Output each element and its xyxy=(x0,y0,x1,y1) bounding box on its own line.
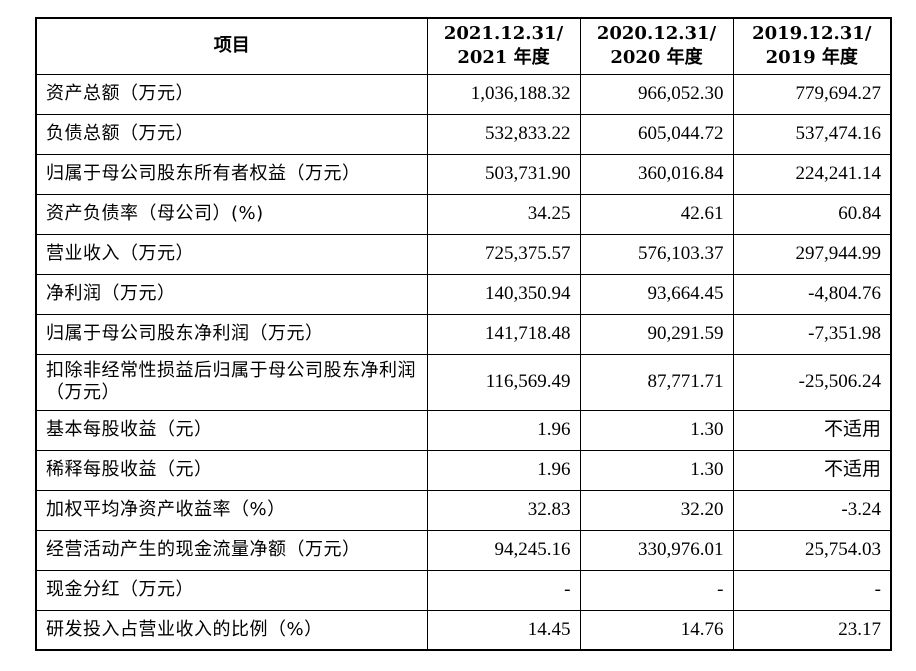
value-2019: -4,804.76 xyxy=(732,273,892,315)
value-2019: - xyxy=(732,569,892,611)
table-row: 加权平均净资产收益率（%） 32.83 32.20 -3.24 xyxy=(35,489,892,531)
value-2019: 537,474.16 xyxy=(732,113,892,155)
header-row: 项目 2021.12.31/ 2021 年度 2020.12.31/ 2020 … xyxy=(35,17,892,75)
header-2020-year: 2020 年度 xyxy=(610,47,703,69)
value-2020: 1.30 xyxy=(579,409,734,451)
row-label: 营业收入（万元） xyxy=(35,233,428,275)
row-label: 扣除非经常性损益后归属于母公司股东净利润（万元） xyxy=(35,353,428,411)
table-body: 资产总额（万元） 1,036,188.32 966,052.30 779,694… xyxy=(35,73,892,651)
value-2020: 42.61 xyxy=(579,193,734,235)
table-row: 资产总额（万元） 1,036,188.32 966,052.30 779,694… xyxy=(35,73,892,115)
value-2019: -3.24 xyxy=(732,489,892,531)
row-label: 归属于母公司股东所有者权益（万元） xyxy=(35,153,428,195)
value-2021: 1.96 xyxy=(426,449,581,491)
row-label: 基本每股收益（元） xyxy=(35,409,428,451)
header-2021-year: 2021 年度 xyxy=(457,47,550,69)
row-label: 资产负债率（母公司）(%) xyxy=(35,193,428,235)
value-2020: 90,291.59 xyxy=(579,313,734,355)
value-2019: 224,241.14 xyxy=(732,153,892,195)
value-2021: 94,245.16 xyxy=(426,529,581,571)
header-2021-date: 2021.12.31/ xyxy=(443,23,564,45)
table-row: 经营活动产生的现金流量净额（万元） 94,245.16 330,976.01 2… xyxy=(35,529,892,571)
value-2019: 25,754.03 xyxy=(732,529,892,571)
financial-summary-table: 项目 2021.12.31/ 2021 年度 2020.12.31/ 2020 … xyxy=(35,17,892,651)
table-row: 资产负债率（母公司）(%) 34.25 42.61 60.84 xyxy=(35,193,892,235)
value-2020: 32.20 xyxy=(579,489,734,531)
header-item-label: 项目 xyxy=(213,35,250,57)
value-2021: 1.96 xyxy=(426,409,581,451)
table-row: 负债总额（万元） 532,833.22 605,044.72 537,474.1… xyxy=(35,113,892,155)
value-2021: 1,036,188.32 xyxy=(426,73,581,115)
table-row: 基本每股收益（元） 1.96 1.30 不适用 xyxy=(35,409,892,451)
value-2019: -7,351.98 xyxy=(732,313,892,355)
table-row: 研发投入占营业收入的比例（%） 14.45 14.76 23.17 xyxy=(35,609,892,651)
row-label: 资产总额（万元） xyxy=(35,73,428,115)
row-label: 归属于母公司股东净利润（万元） xyxy=(35,313,428,355)
value-2020: 966,052.30 xyxy=(579,73,734,115)
table-row: 现金分红（万元） - - - xyxy=(35,569,892,611)
value-2021: 116,569.49 xyxy=(426,353,581,411)
table-row: 净利润（万元） 140,350.94 93,664.45 -4,804.76 xyxy=(35,273,892,315)
value-2019: 297,944.99 xyxy=(732,233,892,275)
table-row: 稀释每股收益（元） 1.96 1.30 不适用 xyxy=(35,449,892,491)
header-2019-year: 2019 年度 xyxy=(765,47,858,69)
value-2020: 576,103.37 xyxy=(579,233,734,275)
value-2021: 14.45 xyxy=(426,609,581,651)
table-row: 扣除非经常性损益后归属于母公司股东净利润（万元） 116,569.49 87,7… xyxy=(35,353,892,411)
row-label: 稀释每股收益（元） xyxy=(35,449,428,491)
value-2021: - xyxy=(426,569,581,611)
value-2019: 不适用 xyxy=(732,449,892,491)
value-2019: 不适用 xyxy=(732,409,892,451)
value-2021: 532,833.22 xyxy=(426,113,581,155)
value-2021: 141,718.48 xyxy=(426,313,581,355)
table-row: 归属于母公司股东所有者权益（万元） 503,731.90 360,016.84 … xyxy=(35,153,892,195)
value-2020: 93,664.45 xyxy=(579,273,734,315)
header-item: 项目 xyxy=(35,17,428,75)
row-label: 净利润（万元） xyxy=(35,273,428,315)
value-2020: 330,976.01 xyxy=(579,529,734,571)
row-label: 现金分红（万元） xyxy=(35,569,428,611)
row-label: 经营活动产生的现金流量净额（万元） xyxy=(35,529,428,571)
value-2019: -25,506.24 xyxy=(732,353,892,411)
value-2021: 503,731.90 xyxy=(426,153,581,195)
row-label: 研发投入占营业收入的比例（%） xyxy=(35,609,428,651)
table-header: 项目 2021.12.31/ 2021 年度 2020.12.31/ 2020 … xyxy=(35,17,892,75)
row-label: 负债总额（万元） xyxy=(35,113,428,155)
value-2021: 32.83 xyxy=(426,489,581,531)
value-2019: 60.84 xyxy=(732,193,892,235)
value-2020: 605,044.72 xyxy=(579,113,734,155)
value-2021: 140,350.94 xyxy=(426,273,581,315)
table-row: 归属于母公司股东净利润（万元） 141,718.48 90,291.59 -7,… xyxy=(35,313,892,355)
table-row: 营业收入（万元） 725,375.57 576,103.37 297,944.9… xyxy=(35,233,892,275)
value-2020: 87,771.71 xyxy=(579,353,734,411)
header-2019-date: 2019.12.31/ xyxy=(752,23,872,45)
value-2019: 23.17 xyxy=(732,609,892,651)
header-2021: 2021.12.31/ 2021 年度 xyxy=(426,17,581,75)
row-label: 加权平均净资产收益率（%） xyxy=(35,489,428,531)
value-2019: 779,694.27 xyxy=(732,73,892,115)
value-2020: 14.76 xyxy=(579,609,734,651)
value-2020: 1.30 xyxy=(579,449,734,491)
value-2020: 360,016.84 xyxy=(579,153,734,195)
value-2020: - xyxy=(579,569,734,611)
header-2020-date: 2020.12.31/ xyxy=(596,23,717,45)
header-2019: 2019.12.31/ 2019 年度 xyxy=(732,17,892,75)
value-2021: 725,375.57 xyxy=(426,233,581,275)
value-2021: 34.25 xyxy=(426,193,581,235)
header-2020: 2020.12.31/ 2020 年度 xyxy=(579,17,734,75)
